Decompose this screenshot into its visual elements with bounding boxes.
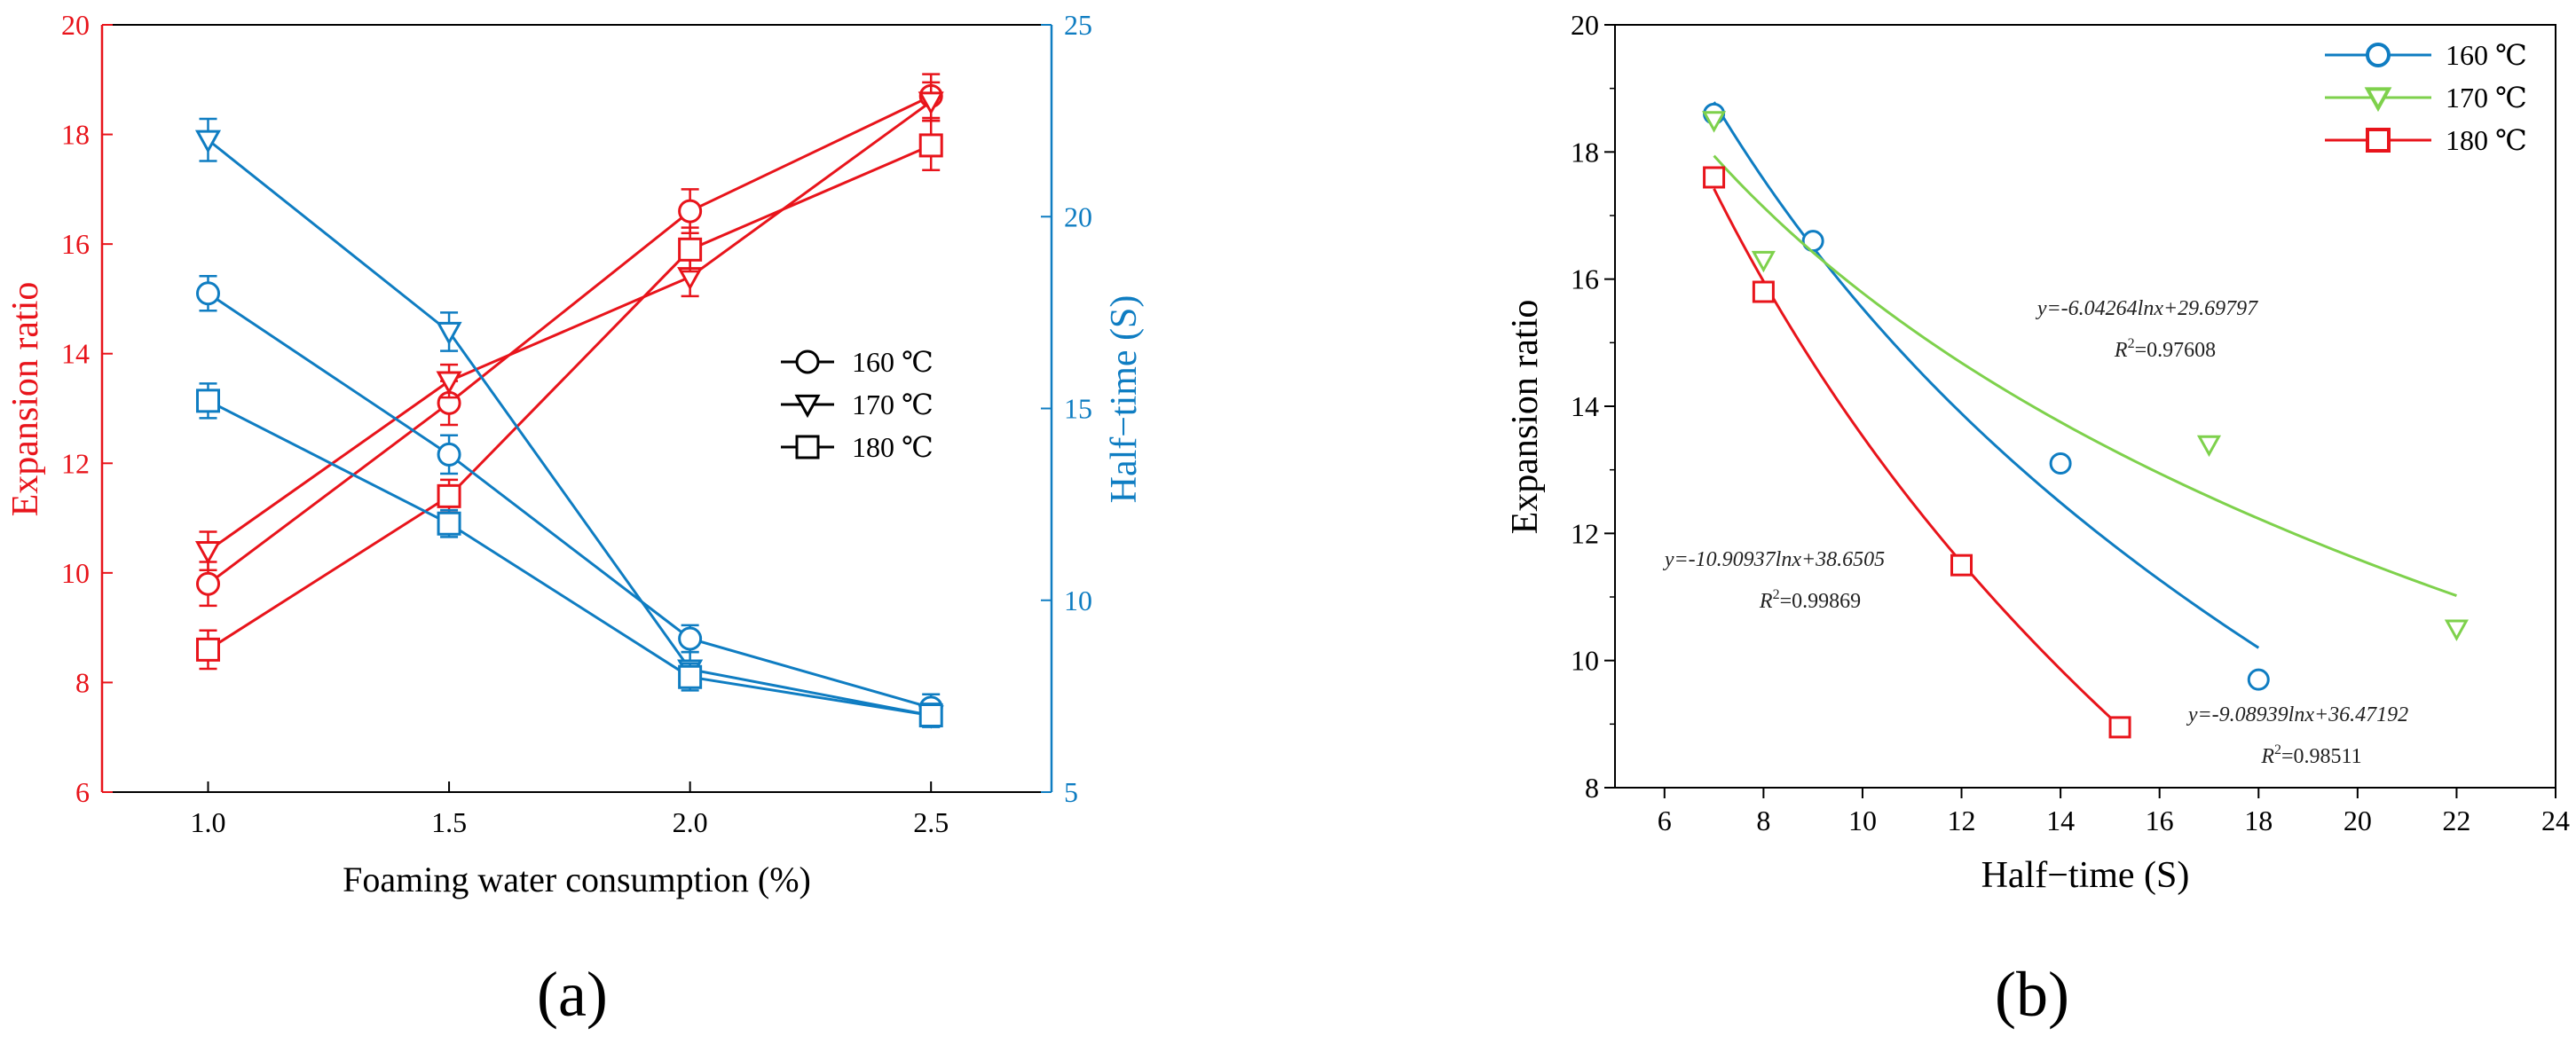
chart-a-legend-label: 170 ℃ bbox=[852, 389, 934, 420]
chart-a-data-point bbox=[918, 133, 943, 158]
chart-a-data-point bbox=[436, 321, 462, 346]
chart-a-data-point bbox=[678, 237, 703, 262]
chart-a-data-point bbox=[918, 91, 944, 115]
chart-a-y2label: Half−time (S) bbox=[1104, 295, 1145, 504]
chart-a-series-line-left-0 bbox=[207, 94, 932, 585]
chart-a-legend: 160 ℃ 170 ℃ 180 ℃ bbox=[781, 346, 934, 463]
panel-label-b: (b) bbox=[1995, 959, 2069, 1030]
chart-a-y-tick-label: 14 bbox=[61, 338, 90, 370]
chart-a-ylabel: Expansion ratio bbox=[5, 282, 46, 517]
chart-a-y-tick-label: 16 bbox=[61, 228, 90, 260]
chart-a-data-point bbox=[678, 664, 703, 689]
chart-a-data-point bbox=[437, 483, 461, 508]
chart-a-legend-marker bbox=[795, 349, 820, 374]
chart-a-data-point bbox=[195, 571, 220, 596]
chart-a-series-line-left-1 bbox=[207, 100, 933, 553]
chart-a-data-point bbox=[194, 541, 222, 565]
chart-a-x-tick-label: 1.5 bbox=[431, 806, 467, 838]
chart-a-data-point bbox=[195, 637, 220, 662]
chart-a-xlabel: Foaming water consumption (%) bbox=[343, 860, 811, 899]
chart-a-legend-marker bbox=[794, 394, 821, 419]
chart-a-series-line-right-4 bbox=[207, 138, 932, 717]
chart-a-legend-label: 180 ℃ bbox=[852, 431, 934, 463]
chart-a-y-tick-label: 12 bbox=[61, 447, 90, 479]
chart-a-y-tick-label: 8 bbox=[75, 666, 90, 698]
chart-a-y-tick-label: 6 bbox=[75, 776, 90, 808]
chart-a-x-tick-label: 1.0 bbox=[190, 806, 225, 838]
chart-a-data-point bbox=[678, 199, 703, 224]
chart-a-y-tick-label: 20 bbox=[61, 9, 90, 41]
chart-a-data-point bbox=[436, 371, 462, 395]
chart-a-y-tick-label: 18 bbox=[61, 119, 90, 151]
chart-a-series-line-right-5 bbox=[207, 399, 932, 717]
chart-a-data-point bbox=[437, 442, 461, 467]
panel-label-a: (a) bbox=[537, 959, 608, 1030]
chart-a-data-point bbox=[918, 703, 943, 727]
chart-a-y2-tick-label: 5 bbox=[1064, 776, 1078, 808]
chart-a-data-point bbox=[194, 130, 222, 153]
chart-a-y2-tick-label: 15 bbox=[1064, 393, 1092, 425]
chart-a-x-tick-label: 2.0 bbox=[673, 806, 708, 838]
chart-a-series-line-left-2 bbox=[207, 144, 932, 651]
chart-a-y-tick-label: 10 bbox=[61, 557, 90, 589]
chart-a-legend-label: 160 ℃ bbox=[852, 346, 934, 378]
chart-a-legend-marker bbox=[795, 435, 820, 459]
chart-a-data-point bbox=[195, 389, 220, 413]
chart-a-series-line-right-3 bbox=[207, 292, 932, 710]
chart-a-data-point bbox=[195, 281, 220, 306]
chart-a-data-point bbox=[437, 511, 461, 536]
chart-a-y2-tick-label: 20 bbox=[1064, 200, 1092, 232]
chart-a-data-point bbox=[678, 626, 703, 651]
chart-a-y2-tick-label: 10 bbox=[1064, 585, 1092, 616]
chart-a-y2-tick-label: 25 bbox=[1064, 9, 1092, 41]
chart-a-x-tick-label: 2.5 bbox=[913, 806, 949, 838]
